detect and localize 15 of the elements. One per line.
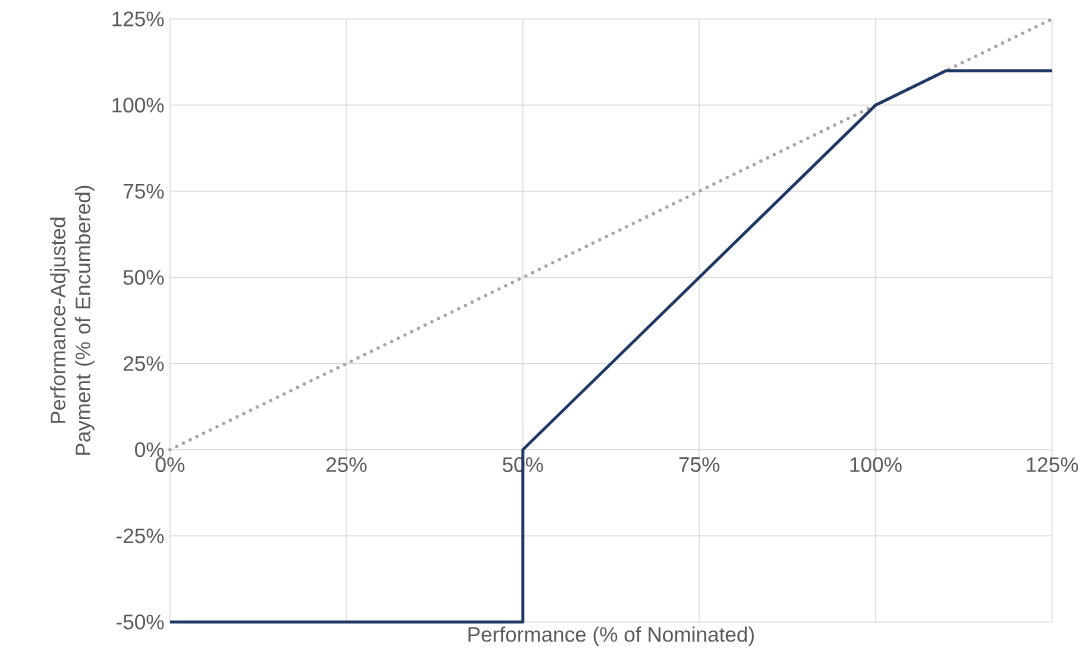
y-tick-label: 0% [135, 442, 164, 458]
x-axis-title: Performance (% of Nominated) [468, 626, 754, 646]
y-tick-label: -25% [116, 528, 164, 544]
x-tick-label: 75% [679, 457, 720, 472]
x-tick-label: 125% [1026, 457, 1079, 473]
y-tick-label: -50% [116, 614, 164, 630]
y-tick-label: 125% [112, 11, 164, 27]
y-tick-label: 50% [123, 270, 164, 285]
x-tick-label: 0% [155, 457, 185, 473]
y-tick-label: 75% [123, 183, 164, 199]
y-tick-label: 25% [123, 356, 164, 371]
x-tick-label: 100% [850, 457, 902, 473]
x-tick-label: 25% [326, 457, 367, 473]
y-tick-label: 100% [112, 97, 164, 113]
y-axis-title: Performance-Adjusted Payment (% of Encumbered) [50, 185, 95, 455]
